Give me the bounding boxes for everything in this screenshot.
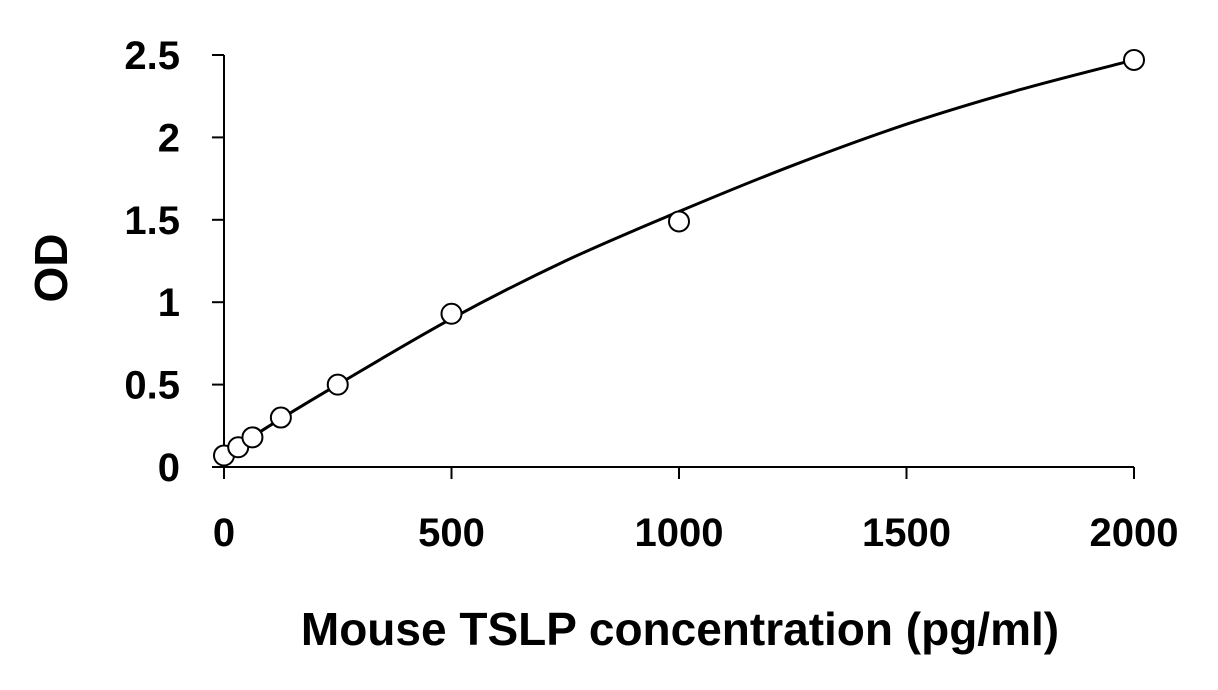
- y-tick-label: 2: [158, 116, 180, 160]
- x-tick-label: 1000: [635, 511, 724, 555]
- x-tick-label: 0: [213, 511, 235, 555]
- y-tick-label: 0.5: [124, 364, 180, 408]
- data-point: [440, 302, 463, 325]
- y-tick-label: 1.5: [124, 199, 180, 243]
- data-point: [241, 426, 264, 449]
- x-tick-label: 2000: [1090, 511, 1179, 555]
- y-tick-label: 1: [158, 281, 180, 325]
- x-tick-label: 1500: [862, 511, 951, 555]
- data-point: [1123, 48, 1145, 71]
- data-point: [668, 210, 690, 233]
- y-axis: 0 0.5 1 1.5 2 2.5: [124, 34, 225, 490]
- y-tick-label: 2.5: [124, 34, 180, 78]
- data-point: [326, 373, 349, 396]
- y-axis-title: OD: [25, 234, 77, 303]
- data-points: [213, 48, 1145, 467]
- y-tick-label: 0: [158, 446, 180, 490]
- x-tick-label: 500: [418, 511, 485, 555]
- data-point: [269, 406, 292, 429]
- x-axis-title: Mouse TSLP concentration (pg/ml): [301, 603, 1059, 655]
- trend-line: [223, 58, 1135, 457]
- x-axis: 0 500 1000 1500 2000: [213, 466, 1179, 555]
